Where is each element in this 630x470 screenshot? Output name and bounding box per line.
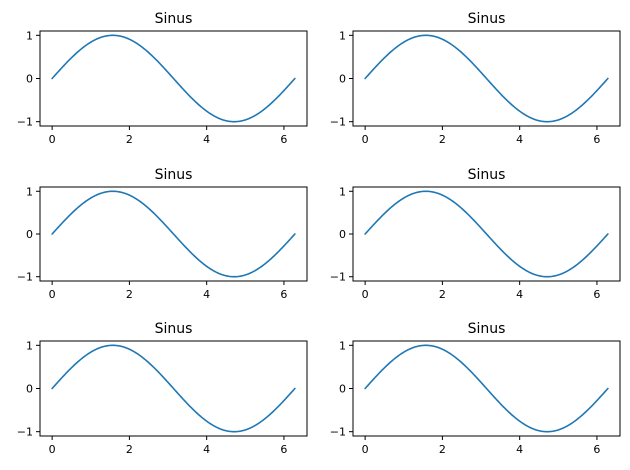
chart-title: Sinus [155,11,193,27]
sine-series-line [364,344,609,433]
x-tick-label: 6 [593,288,600,301]
x-tick-label: 2 [439,443,446,456]
x-tick-label: 2 [439,133,446,146]
x-tick-label: 6 [280,133,287,146]
y-tick-label: 0 [339,228,346,241]
sine-series-line [51,190,296,278]
x-tick-label: 0 [362,288,369,301]
subplot-3: 0 2 4 6 1 0 −1 Sinus [17,167,308,301]
chart-title: Sinus [155,167,193,183]
subplot-5: 0 2 4 6 1 0 −1 Sinus [17,321,308,456]
y-tick-label: 0 [26,383,33,396]
y-tick-label: −1 [330,271,346,284]
x-tick-label: 4 [203,288,210,301]
chart-title: Sinus [155,321,193,337]
y-tick-label: −1 [17,426,33,439]
y-tick-label: 1 [339,29,346,42]
subplot-4: 0 2 4 6 1 0 −1 Sinus [330,167,621,301]
x-tick-label: 0 [362,133,369,146]
x-tick-label: 0 [49,133,56,146]
y-tick-label: 0 [26,73,33,86]
x-tick-label: 2 [126,133,133,146]
chart-title: Sinus [468,167,506,183]
subplot-6: 0 2 4 6 1 0 −1 Sinus [330,321,621,456]
y-tick-label: 0 [26,228,33,241]
y-tick-label: 0 [339,383,346,396]
y-tick-label: 1 [339,339,346,352]
y-tick-label: 1 [26,339,33,352]
x-tick-label: 6 [280,443,287,456]
y-tick-label: −1 [330,116,346,129]
sine-series-line [51,344,296,433]
x-tick-label: 6 [593,133,600,146]
sine-series-line [364,190,609,278]
y-tick-label: 1 [26,185,33,198]
y-tick-label: 1 [339,185,346,198]
subplot-2: 0 2 4 6 1 0 −1 Sinus [330,11,621,146]
chart-title: Sinus [468,11,506,27]
sine-series-line [364,34,609,123]
x-tick-label: 2 [126,288,133,301]
y-tick-label: 0 [339,73,346,86]
y-tick-label: −1 [330,426,346,439]
x-tick-label: 2 [126,443,133,456]
x-tick-label: 0 [49,443,56,456]
x-tick-label: 6 [593,443,600,456]
x-tick-label: 4 [203,133,210,146]
x-tick-label: 4 [516,133,523,146]
x-tick-label: 6 [280,288,287,301]
subplot-1: 0 2 4 6 1 0 −1 Sinus [17,11,308,146]
y-tick-label: −1 [17,271,33,284]
x-tick-label: 0 [362,443,369,456]
sine-series-line [51,34,296,123]
x-tick-label: 0 [49,288,56,301]
x-tick-label: 4 [516,288,523,301]
x-tick-label: 4 [516,443,523,456]
x-tick-label: 2 [439,288,446,301]
y-tick-label: 1 [26,29,33,42]
x-tick-label: 4 [203,443,210,456]
chart-title: Sinus [468,321,506,337]
y-tick-label: −1 [17,116,33,129]
